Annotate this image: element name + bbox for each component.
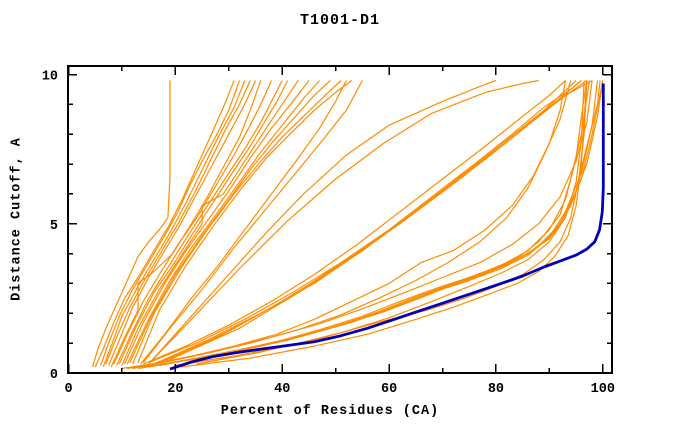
curve-model-01 xyxy=(91,80,171,368)
curve-model-09 xyxy=(116,80,283,366)
x-tick-label: 40 xyxy=(274,382,290,397)
curve-model-06 xyxy=(108,80,257,366)
x-tick-label: 100 xyxy=(591,382,615,397)
curve-model-16 xyxy=(137,80,353,363)
model-curves xyxy=(91,79,605,371)
curve-model-08 xyxy=(113,80,273,365)
curve-model-12 xyxy=(124,80,310,365)
curve-model-34 xyxy=(180,80,588,368)
curve-model-02 xyxy=(94,80,235,368)
x-axis-label: Percent of Residues (CA) xyxy=(220,404,440,419)
y-tick-label: 5 xyxy=(50,219,58,234)
curve-model-05 xyxy=(105,80,251,365)
curve-model-37 xyxy=(127,80,572,370)
curve-highlighted-model xyxy=(169,83,605,371)
x-tick-label: 0 xyxy=(64,382,72,397)
tick-labels: 0 20 40 60 80 100 0 5 10 xyxy=(42,70,615,398)
curve-model-28 xyxy=(143,80,590,368)
axes-box-and-ticks xyxy=(67,65,613,374)
curve-model-04 xyxy=(102,80,246,368)
curve-model-14 xyxy=(129,80,331,363)
curve-model-26 xyxy=(169,80,588,361)
curve-model-10 xyxy=(118,80,289,365)
curve-model-22 xyxy=(148,80,582,364)
plot-border xyxy=(67,65,613,374)
y-tick-label: 10 xyxy=(42,70,58,85)
x-tick-label: 20 xyxy=(167,382,183,397)
curve-model-17 xyxy=(140,80,347,365)
curve-model-32 xyxy=(164,80,604,365)
y-tick-label: 0 xyxy=(50,368,58,383)
curve-model-11 xyxy=(121,80,299,366)
curve-model-38 xyxy=(121,80,566,370)
curve-model-13 xyxy=(126,80,321,365)
curve-model-19 xyxy=(148,79,497,365)
curve-model-21 xyxy=(143,80,566,365)
curve-model-03 xyxy=(100,80,241,366)
x-tick-label: 80 xyxy=(488,382,504,397)
curve-model-15 xyxy=(132,80,342,365)
plot-title: T1001-D1 xyxy=(299,12,380,29)
curve-model-23 xyxy=(153,80,582,365)
x-tick-label: 60 xyxy=(381,382,397,397)
curve-model-18 xyxy=(142,80,363,363)
curve-model-20 xyxy=(150,79,539,362)
